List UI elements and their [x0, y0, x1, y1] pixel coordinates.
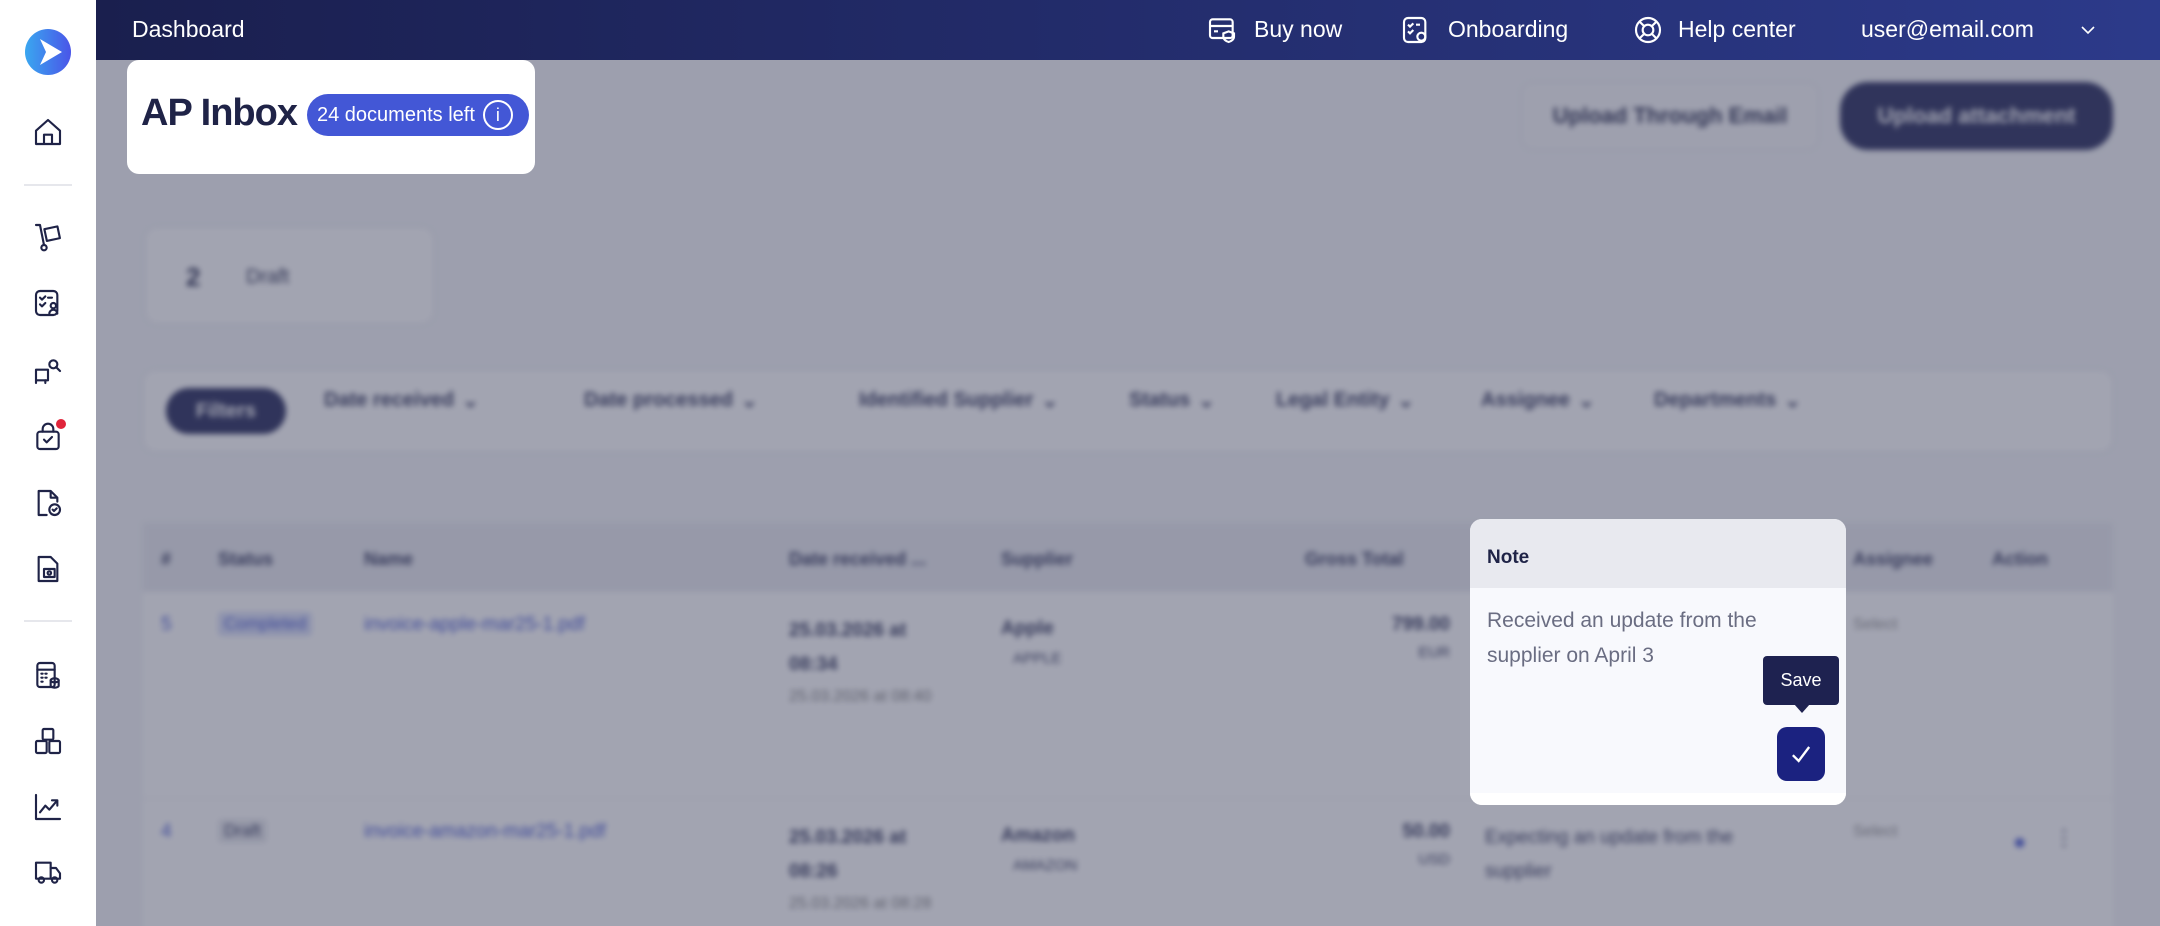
save-note-button[interactable] — [1777, 727, 1825, 781]
logo-icon[interactable] — [24, 28, 72, 76]
tooltip-arrow — [1794, 704, 1810, 713]
sidebar-divider — [24, 620, 72, 622]
page-heading: AP Inbox — [141, 92, 298, 134]
truck-search-icon[interactable] — [30, 353, 66, 389]
note-popup: Note Received an update from the supplie… — [1470, 519, 1846, 805]
main-content: Upload Through Email Upload attachment 2… — [96, 60, 2160, 926]
truck-icon[interactable] — [30, 854, 66, 890]
save-tooltip: Save — [1763, 656, 1839, 705]
card-shield-icon — [1208, 18, 1236, 44]
document-camera-icon[interactable] — [30, 551, 66, 587]
lifebuoy-icon — [1634, 16, 1662, 44]
note-textarea[interactable]: Received an update from the supplier on … — [1487, 609, 1757, 667]
home-icon[interactable] — [30, 114, 66, 150]
buy-now-link[interactable]: Buy now — [1254, 16, 1343, 42]
note-header: Note — [1470, 519, 1846, 588]
documents-left-badge: 24 documents left i — [307, 94, 529, 136]
page-header-card: AP Inbox 24 documents left i — [127, 60, 535, 174]
calculator-coins-icon[interactable] — [30, 657, 66, 693]
help-center-link[interactable]: Help center — [1678, 16, 1796, 42]
sidebar — [0, 0, 96, 926]
notification-dot — [56, 419, 66, 429]
chevron-down-icon[interactable] — [2076, 18, 2100, 42]
note-title: Note — [1487, 547, 1530, 568]
modal-overlay — [96, 60, 2160, 926]
boxes-icon[interactable] — [30, 723, 66, 759]
document-check-icon[interactable] — [30, 485, 66, 521]
page-title: Dashboard — [132, 16, 245, 42]
trolley-icon[interactable] — [30, 219, 66, 255]
onboarding-icon — [1402, 16, 1427, 44]
checkmark-icon — [1792, 746, 1811, 763]
info-icon[interactable]: i — [482, 100, 513, 130]
onboarding-link[interactable]: Onboarding — [1448, 16, 1569, 42]
chart-trend-icon[interactable] — [30, 789, 66, 825]
sidebar-divider — [24, 184, 72, 186]
top-navigation-bar: Dashboard Buy now Onboarding Help center… — [96, 0, 2160, 60]
user-menu[interactable]: user@email.com — [1861, 16, 2034, 42]
shopping-bag-check-icon[interactable] — [30, 419, 66, 455]
checklist-user-icon[interactable] — [30, 285, 66, 321]
